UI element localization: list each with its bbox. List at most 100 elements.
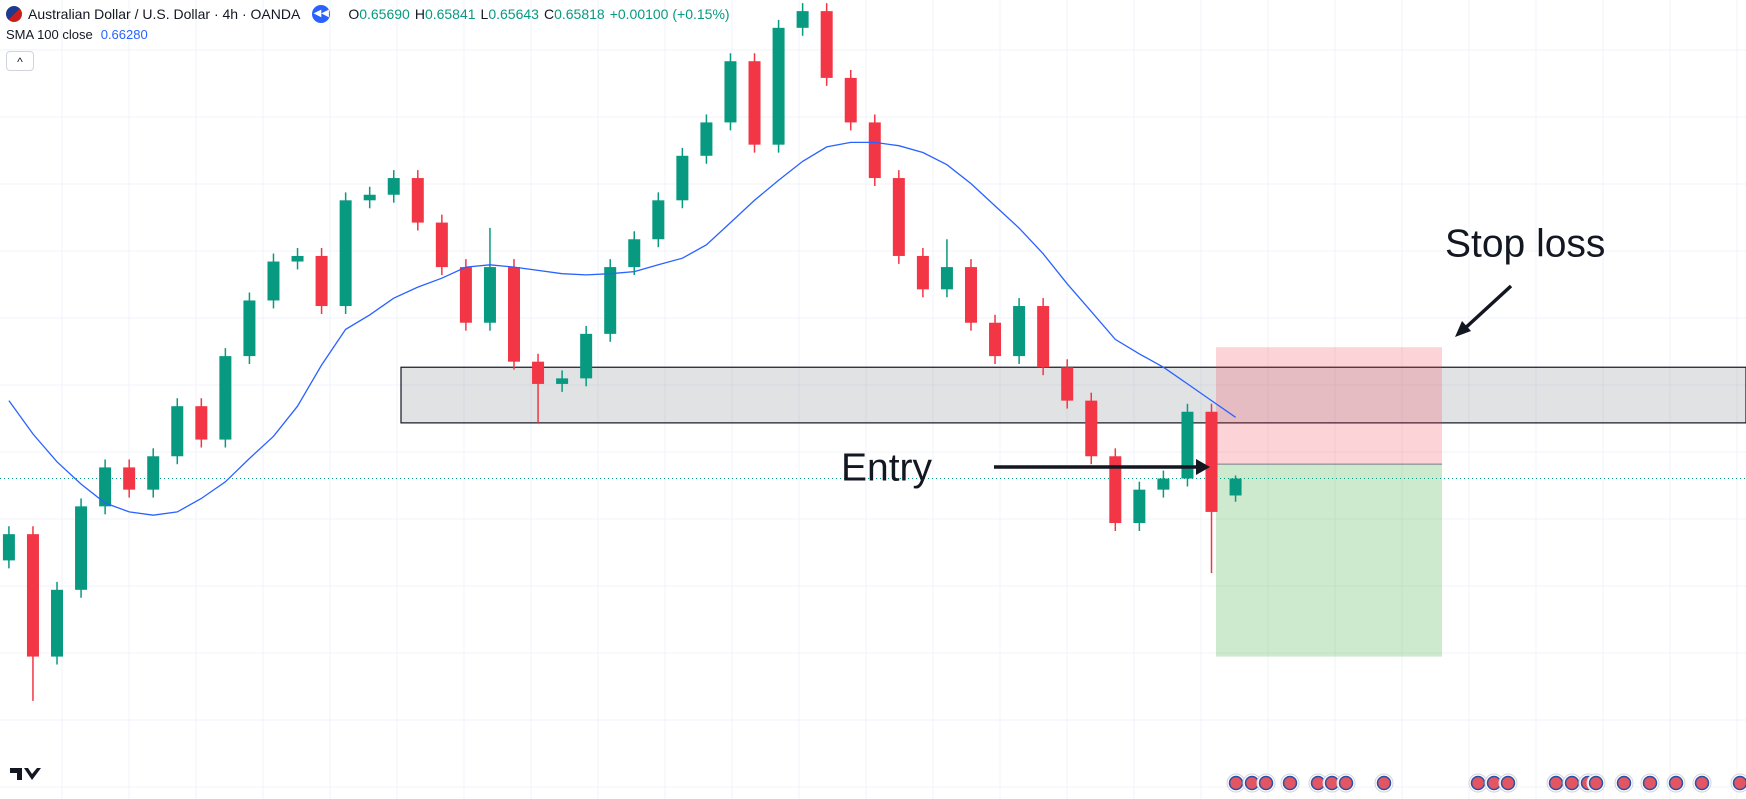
candle-body — [1181, 411, 1194, 479]
symbol-icon — [6, 5, 22, 22]
collapse-button[interactable]: ^ — [6, 51, 34, 71]
ohlc-item: C0.65818 — [544, 6, 605, 22]
candle-body — [989, 322, 1002, 357]
logo — [10, 768, 41, 780]
candle-body — [315, 255, 328, 307]
arrow-head — [1196, 459, 1210, 475]
candle-body — [411, 178, 424, 223]
event-flags — [1226, 773, 1746, 793]
candle-body — [1037, 306, 1050, 368]
candle-body — [219, 356, 232, 440]
candle-body — [147, 456, 160, 490]
candle-body — [844, 77, 857, 123]
candle-body — [1133, 489, 1146, 524]
candle-body — [628, 239, 641, 268]
candle-body — [676, 155, 689, 201]
ohlc-label: C — [543, 5, 555, 22]
candle-body — [1085, 400, 1098, 457]
candle-body — [99, 467, 112, 507]
candle-body — [868, 122, 881, 179]
candle-body — [580, 333, 593, 379]
candle-body — [459, 267, 472, 323]
ohlc-label: H — [414, 5, 425, 22]
candle-body — [652, 200, 665, 240]
candle-body — [123, 467, 136, 490]
indicator-value: 0.66280 — [100, 27, 148, 42]
plot — [0, 3, 1746, 701]
candle-body — [556, 378, 569, 384]
ohlc-item: H0.65841 — [415, 6, 476, 22]
candle-body — [243, 300, 256, 357]
arrow-line — [1460, 284, 1513, 333]
ohlc-value: 0.65690 — [359, 5, 410, 22]
candle-body — [1229, 478, 1242, 496]
candle-body — [26, 534, 39, 657]
candle-body — [195, 406, 208, 440]
flag-inner — [1548, 775, 1564, 791]
ohlc-value: 0.65818 — [554, 5, 605, 22]
flag-inner — [1470, 775, 1486, 791]
candle-body — [1109, 456, 1122, 524]
stop-area — [1216, 347, 1442, 465]
stop-loss-label: Stop loss — [1445, 222, 1605, 265]
candle-body — [339, 200, 352, 307]
indicator-name[interactable]: SMA 100 close — [6, 27, 93, 42]
entry-arrow — [994, 459, 1210, 475]
candle-body — [796, 11, 809, 28]
candle-body — [940, 267, 953, 290]
flag-inner — [1694, 775, 1710, 791]
ohlc: O0.65690 H0.65841 L0.65643 C0.65818 — [348, 6, 609, 22]
replay-button[interactable]: ◀◀ — [312, 4, 331, 23]
indicator-row: SMA 100 close 0.66280 — [6, 24, 730, 45]
sma-line — [8, 141, 1236, 516]
candle-body — [291, 255, 304, 262]
candle-body — [1013, 306, 1026, 357]
stop-arrow — [1455, 284, 1513, 337]
ohlc-item: L0.65643 — [481, 6, 539, 22]
candle-body — [363, 194, 376, 201]
flag-inner — [1500, 775, 1516, 791]
ohlc-item: O0.65690 — [348, 6, 410, 22]
flag-inner — [1732, 775, 1746, 791]
flag-inner — [1642, 775, 1658, 791]
entry-label: Entry — [841, 446, 933, 489]
flag-inner — [1258, 775, 1274, 791]
ohlc-value: 0.65643 — [488, 5, 539, 22]
candle-body — [916, 255, 929, 290]
candle-body — [171, 406, 184, 457]
flag-inner — [1376, 775, 1392, 791]
flag-inner — [1668, 775, 1684, 791]
flag-inner — [1338, 775, 1354, 791]
candle-body — [964, 267, 977, 323]
candle-body — [892, 178, 905, 256]
flag-inner — [1616, 775, 1632, 791]
symbol[interactable]: Australian Dollar / U.S. Dollar · 4h · O… — [28, 5, 301, 22]
ohlc-label: L — [480, 5, 489, 22]
candle-body — [772, 27, 785, 145]
candle-body — [820, 11, 833, 78]
candle-body — [532, 361, 545, 384]
ohlc-label: O — [348, 5, 360, 22]
candle-body — [1205, 411, 1218, 512]
candle-body — [267, 261, 280, 301]
zone — [400, 366, 1746, 424]
symbol-row: Australian Dollar / U.S. Dollar · 4h · O… — [6, 3, 730, 24]
target-area — [1216, 464, 1442, 657]
flag-inner — [1564, 775, 1580, 791]
candle-body — [700, 122, 713, 156]
candle-body — [724, 61, 737, 123]
arrow-head — [1455, 321, 1471, 337]
flag-inner — [1228, 775, 1244, 791]
candle-body — [435, 222, 448, 268]
candle-body — [508, 267, 521, 362]
candle-body — [387, 178, 400, 195]
candle-body — [748, 61, 761, 145]
candle-body — [2, 534, 15, 561]
change: +0.00100 (+0.15%) — [609, 5, 730, 22]
legend: Australian Dollar / U.S. Dollar · 4h · O… — [6, 3, 730, 71]
candle-body — [51, 589, 64, 657]
candle-body — [604, 267, 617, 334]
